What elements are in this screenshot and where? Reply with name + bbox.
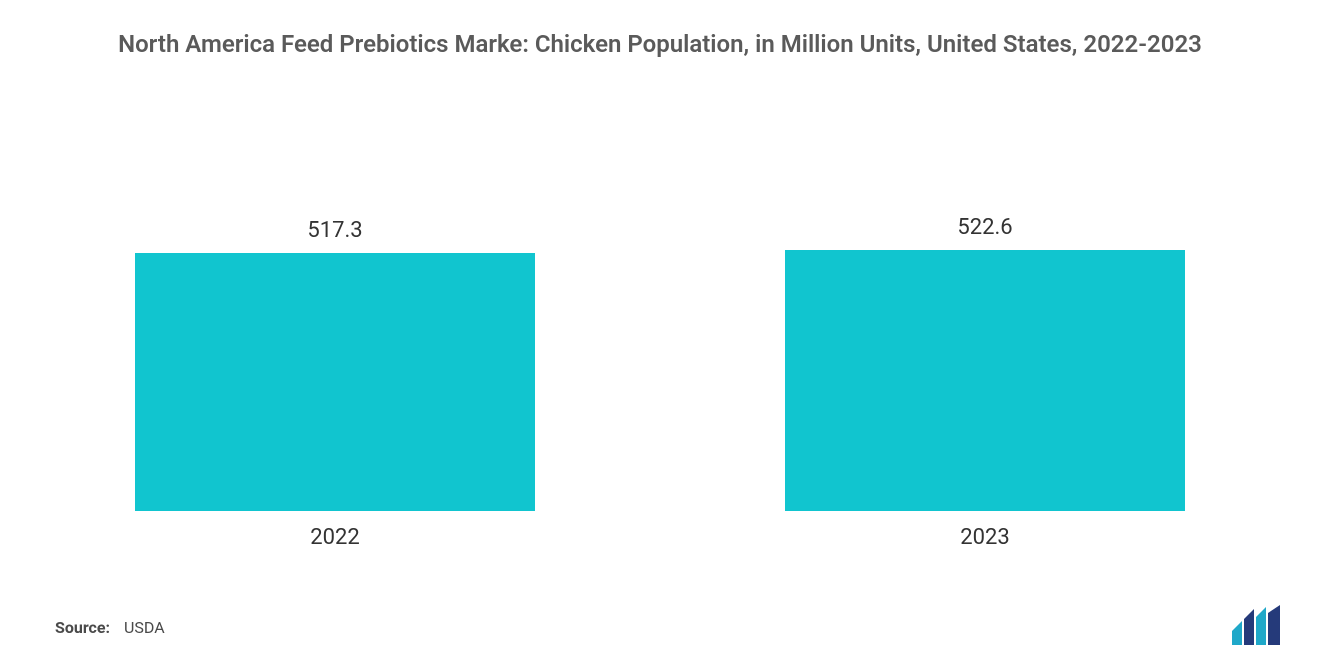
source-value: USDA — [124, 618, 165, 637]
source-row: Source: USDA — [55, 618, 165, 637]
brand-logo-icon — [1230, 605, 1282, 645]
bar-label-1: 2023 — [960, 525, 1009, 550]
bar-label-0: 2022 — [310, 525, 359, 550]
bar-group-0: 517.3 2022 — [135, 218, 535, 550]
logo-bar-1 — [1244, 609, 1254, 645]
logo-bar-2 — [1256, 607, 1266, 645]
bar-1 — [785, 250, 1185, 511]
chart-title: North America Feed Prebiotics Marke: Chi… — [50, 28, 1270, 60]
bar-0 — [135, 253, 535, 511]
chart-plot-area: 517.3 2022 522.6 2023 — [50, 120, 1270, 550]
logo-bar-3 — [1268, 605, 1280, 645]
bar-group-1: 522.6 2023 — [785, 215, 1185, 550]
source-label: Source: — [55, 618, 110, 637]
logo-bar-0 — [1232, 621, 1242, 645]
chart-container: North America Feed Prebiotics Marke: Chi… — [0, 0, 1320, 665]
bar-value-1: 522.6 — [957, 215, 1012, 240]
bar-value-0: 517.3 — [307, 218, 362, 243]
